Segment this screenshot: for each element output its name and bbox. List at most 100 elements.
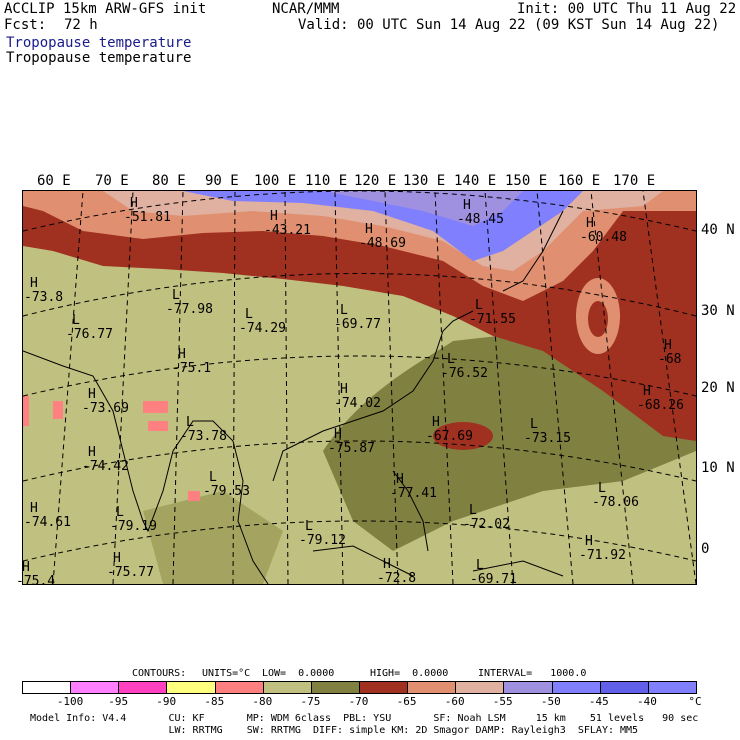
low-marker: L [475,298,483,313]
lat-label-40n: 40 N [701,222,735,238]
lon-label-170e: 170 E [613,173,656,189]
contours-label: CONTOURS: [132,668,187,679]
high-marker: H [30,276,38,291]
legend-tick-label: -75 [300,695,321,708]
high-marker: H [432,415,440,430]
high-marker: H [22,560,30,575]
legend-swatch [408,682,457,693]
legend-tick-label: -90 [156,695,177,708]
legend-swatch [263,682,312,693]
low-marker: L [305,519,313,534]
footer-radiation-info: LW: RRTMG SW: RRTMG DIFF: simple KM: 2D … [30,725,639,736]
legend-swatch [71,682,120,693]
lon-label-150e: 150 E [505,173,548,189]
low-marker: L [530,417,538,432]
high-marker: H [463,198,471,213]
map-panel [22,190,697,585]
legend-swatch [456,682,505,693]
legend-tick-label: -65 [396,695,417,708]
extremum-value: -76.77 [66,327,113,342]
field-patch-red [433,422,493,450]
low-marker: L [209,470,217,485]
high-marker: H [30,501,38,516]
lon-label-130e: 130 E [403,173,446,189]
extremum-value: -78.06 [592,495,639,510]
extremum-value: -68 [658,352,682,367]
high-marker: H [88,387,96,402]
lon-label-60e: 60 E [37,173,71,189]
low-marker: L [476,558,484,573]
legend-swatch [600,682,649,693]
lon-label-70e: 70 E [95,173,129,189]
low-marker: L [469,503,477,518]
contours-interval: INTERVAL= 1000.0 [478,668,587,679]
extremum-value: -72.02 [463,517,510,532]
extremum-value: -73.78 [180,429,227,444]
legend-swatch [167,682,216,693]
high-marker: H [396,472,404,487]
field-title-secondary: Tropopause temperature [6,50,192,66]
legend-swatch [23,682,72,693]
low-marker: L [598,481,606,496]
extremum-value: -43.21 [264,223,311,238]
lon-label-140e: 140 E [454,173,497,189]
high-marker: H [130,196,138,211]
extremum-value: -77.41 [390,486,437,501]
contours-high: HIGH= 0.0000 [370,668,449,679]
high-marker: H [383,557,391,572]
high-marker: H [113,551,121,566]
high-marker: H [664,338,672,353]
extremum-value: -75.4 [16,574,56,589]
extremum-value: -60.48 [580,230,627,245]
valid-time: Valid: 00 UTC Sun 14 Aug 22 (09 KST Sun … [298,17,720,33]
coastlines [23,210,564,584]
lat-label-10n: 10 N [701,460,735,476]
contours-low: LOW= 0.0000 [262,668,335,679]
field-band-lavender [323,191,523,226]
forecast-hours: 72 h [64,17,98,33]
high-marker: H [340,382,348,397]
footer-model-info: Model Info: V4.4 CU: KF MP: WDM 6class P… [30,713,699,724]
legend-swatch [311,682,360,693]
lon-label-100e: 100 E [254,173,297,189]
high-marker: H [178,347,186,362]
legend-tick-label: -60 [444,695,465,708]
legend-tick-label: -70 [348,695,369,708]
high-marker: H [88,445,96,460]
legend-tick-label: -40 [636,695,657,708]
low-marker: L [116,505,124,520]
lon-label-80e: 80 E [152,173,186,189]
extremum-value: -79.53 [203,484,250,499]
model-title: ACCLIP 15km ARW-GFS init [4,1,207,17]
tropopause-temperature-map [23,191,696,584]
legend-tick-label: -85 [204,695,225,708]
graticule [23,191,696,584]
legend-swatch [359,682,409,693]
cold-patch-4 [148,421,168,431]
legend-tick-label: °C [688,695,702,708]
extremum-value: -67.69 [426,429,473,444]
forecast-label: Fcst: [4,17,47,33]
legend-swatch [119,682,168,693]
legend-tick-label: -95 [108,695,129,708]
extremum-value: -79.12 [299,533,346,548]
contours-units: UNITS=°C [202,668,251,679]
extremum-value: -73.15 [524,431,571,446]
extremum-value: -77.98 [166,302,213,317]
low-marker: L [72,313,80,328]
low-marker: L [172,288,180,303]
cold-patch-5 [188,491,200,501]
field-band-olive-light [143,491,283,584]
extremum-value: -74.42 [82,459,129,474]
extremum-value: -79.19 [110,519,157,534]
lon-label-120e: 120 E [354,173,397,189]
init-time: Init: 00 UTC Thu 11 Aug 22 [517,1,737,17]
extremum-value: -51.81 [124,210,171,225]
legend-tick-label: -80 [252,695,273,708]
legend-tick-label: -55 [492,695,513,708]
low-marker: L [447,352,455,367]
extremum-value: -74.61 [24,515,71,530]
extremum-value: -75.87 [328,441,375,456]
extremum-value: -75.77 [107,565,154,580]
low-marker: L [245,307,253,322]
